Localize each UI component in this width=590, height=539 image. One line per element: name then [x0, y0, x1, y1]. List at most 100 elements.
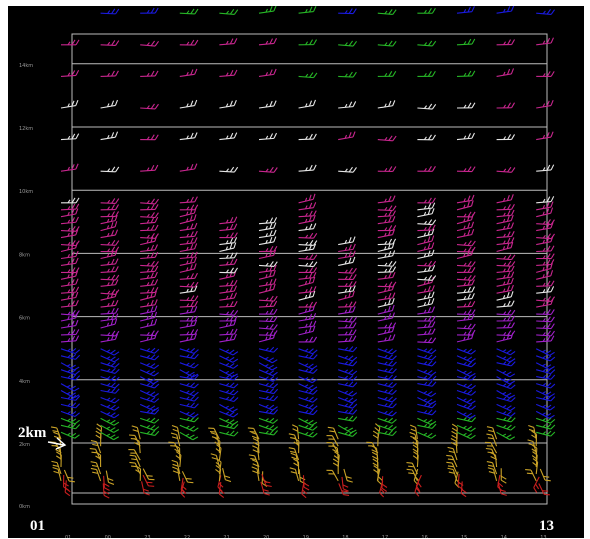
wind-barb: [377, 381, 397, 388]
wind-barb: [377, 374, 397, 381]
wind-barb: [496, 431, 516, 441]
wind-barb: [528, 424, 537, 440]
wind-barb: [298, 223, 317, 232]
wind-barb: [484, 441, 498, 454]
wind-barb: [456, 267, 476, 273]
wind-barb: [338, 322, 357, 329]
wind-barb: [410, 424, 418, 440]
x-tick-label: 16: [421, 535, 427, 538]
wind-barb: [60, 286, 80, 294]
wind-barb: [179, 315, 199, 322]
wind-barb: [60, 383, 80, 392]
wind-barb: [456, 132, 475, 141]
wind-barb: [460, 481, 467, 498]
wind-barb: [60, 267, 80, 274]
wind-barb: [377, 348, 397, 355]
wind-barb: [258, 375, 279, 382]
wind-barb: [252, 445, 260, 461]
wind-barb: [536, 131, 554, 141]
wind-barb: [456, 293, 475, 301]
wind-barb: [338, 381, 358, 388]
wind-barb: [140, 224, 159, 232]
wind-barb: [219, 292, 237, 301]
wind-barb: [456, 416, 477, 423]
wind-barb: [377, 260, 397, 267]
wind-barb: [496, 271, 515, 280]
wind-barb: [298, 312, 317, 322]
wind-barb: [417, 166, 436, 172]
wind-barb: [536, 316, 555, 323]
wind-barb: [379, 481, 386, 498]
wind-barb: [60, 69, 80, 77]
wind-barb: [298, 367, 318, 374]
wind-barb: [298, 353, 318, 360]
wind-barb: [338, 267, 357, 274]
wind-barb: [456, 70, 476, 77]
wind-barb: [219, 9, 239, 15]
wind-barb: [456, 431, 476, 440]
wind-barb: [140, 424, 160, 431]
wind-barb: [301, 482, 308, 499]
wind-barb: [258, 362, 278, 371]
wind-barb: [298, 232, 318, 239]
wind-barb: [219, 389, 239, 396]
wind-barb: [219, 270, 237, 280]
wind-barb: [338, 375, 358, 382]
wind-barb: [536, 286, 555, 294]
wind-barb: [100, 313, 119, 322]
wind-barb: [500, 468, 507, 484]
wind-barb: [258, 395, 279, 402]
wind-barb: [456, 211, 476, 218]
wind-barb: [496, 134, 516, 141]
wind-barb: [248, 454, 260, 468]
wind-barb: [298, 403, 318, 411]
wind-barb: [100, 266, 119, 273]
wind-barb: [258, 132, 278, 141]
wind-barb: [536, 417, 556, 424]
wind-barb: [100, 274, 120, 281]
wind-barb: [258, 100, 277, 109]
wind-barb: [258, 283, 276, 294]
wind-barb: [298, 202, 317, 211]
wind-barb: [377, 424, 397, 431]
wind-barb: [140, 40, 160, 47]
wind-barb: [100, 99, 119, 109]
wind-barb: [377, 166, 397, 172]
wind-barb: [496, 322, 515, 329]
wind-barb: [298, 348, 318, 355]
wind-barb: [258, 295, 278, 302]
wind-barb: [140, 244, 159, 253]
wind-barb: [100, 211, 119, 218]
wind-barb: [536, 355, 556, 362]
wind-barb: [60, 353, 81, 360]
wind-barb: [219, 355, 239, 363]
wind-barb: [533, 476, 540, 493]
wind-barb: [377, 396, 397, 403]
wind-barb: [536, 270, 554, 280]
wind-barb: [338, 306, 356, 315]
wind-barb: [456, 279, 475, 287]
wind-barb: [219, 423, 239, 430]
wind-barb: [179, 333, 197, 343]
wind-barb: [140, 311, 158, 322]
wind-barb: [456, 410, 476, 419]
wind-barb: [100, 246, 120, 253]
wind-barb: [219, 403, 238, 413]
wind-barb: [140, 271, 158, 280]
wind-barb: [497, 482, 507, 496]
wind-barb: [100, 396, 120, 404]
wind-barb: [298, 193, 316, 204]
wind-barb: [417, 298, 435, 308]
wind-barb: [496, 410, 516, 417]
wind-barb: [258, 330, 278, 336]
wind-barb: [181, 471, 194, 484]
wind-barb: [219, 279, 238, 287]
wind-barb: [456, 332, 474, 343]
wind-barb: [417, 397, 437, 405]
wind-barb: [496, 260, 516, 267]
wind-barb: [258, 245, 278, 253]
wind-barb: [90, 461, 102, 475]
wind-barb: [100, 307, 119, 315]
wind-barb: [90, 467, 102, 482]
wind-barb: [140, 396, 160, 403]
